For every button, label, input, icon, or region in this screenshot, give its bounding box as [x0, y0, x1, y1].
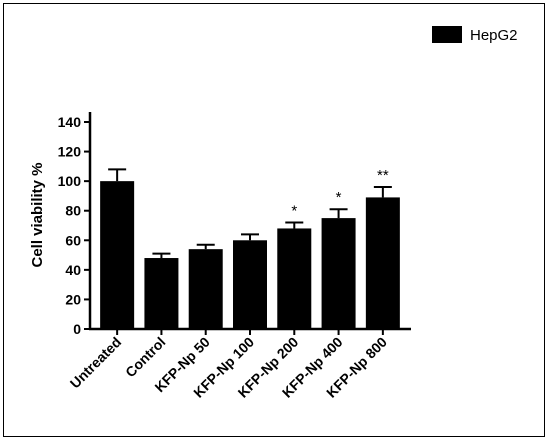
bar	[144, 258, 179, 329]
legend-swatch	[432, 26, 462, 43]
significance-label: *	[291, 203, 297, 220]
y-tick-label: 20	[65, 291, 81, 307]
y-axis: 0 20 40 60 80 100 120 140	[58, 112, 92, 337]
bar	[321, 218, 356, 329]
bar	[100, 181, 135, 329]
legend: HepG2	[432, 26, 518, 44]
bar	[233, 240, 267, 329]
y-tick-label: 140	[58, 114, 82, 130]
y-tick-label: 100	[58, 173, 82, 189]
bar	[277, 228, 312, 329]
x-tick-label: Untreated	[67, 334, 125, 392]
y-tick-label: 60	[65, 232, 81, 248]
chart-frame	[3, 3, 545, 437]
y-axis-label: Cell viability %	[29, 162, 46, 267]
y-tick-label: 120	[58, 144, 82, 160]
bar	[188, 249, 223, 329]
y-tick-label: 40	[65, 262, 81, 278]
legend-label: HepG2	[470, 27, 518, 44]
bar	[365, 197, 400, 329]
y-tick-label: 80	[65, 203, 81, 219]
bars: ****	[100, 167, 400, 329]
significance-label: **	[377, 167, 389, 184]
y-tick-label: 0	[73, 321, 81, 337]
significance-label: *	[336, 189, 342, 206]
